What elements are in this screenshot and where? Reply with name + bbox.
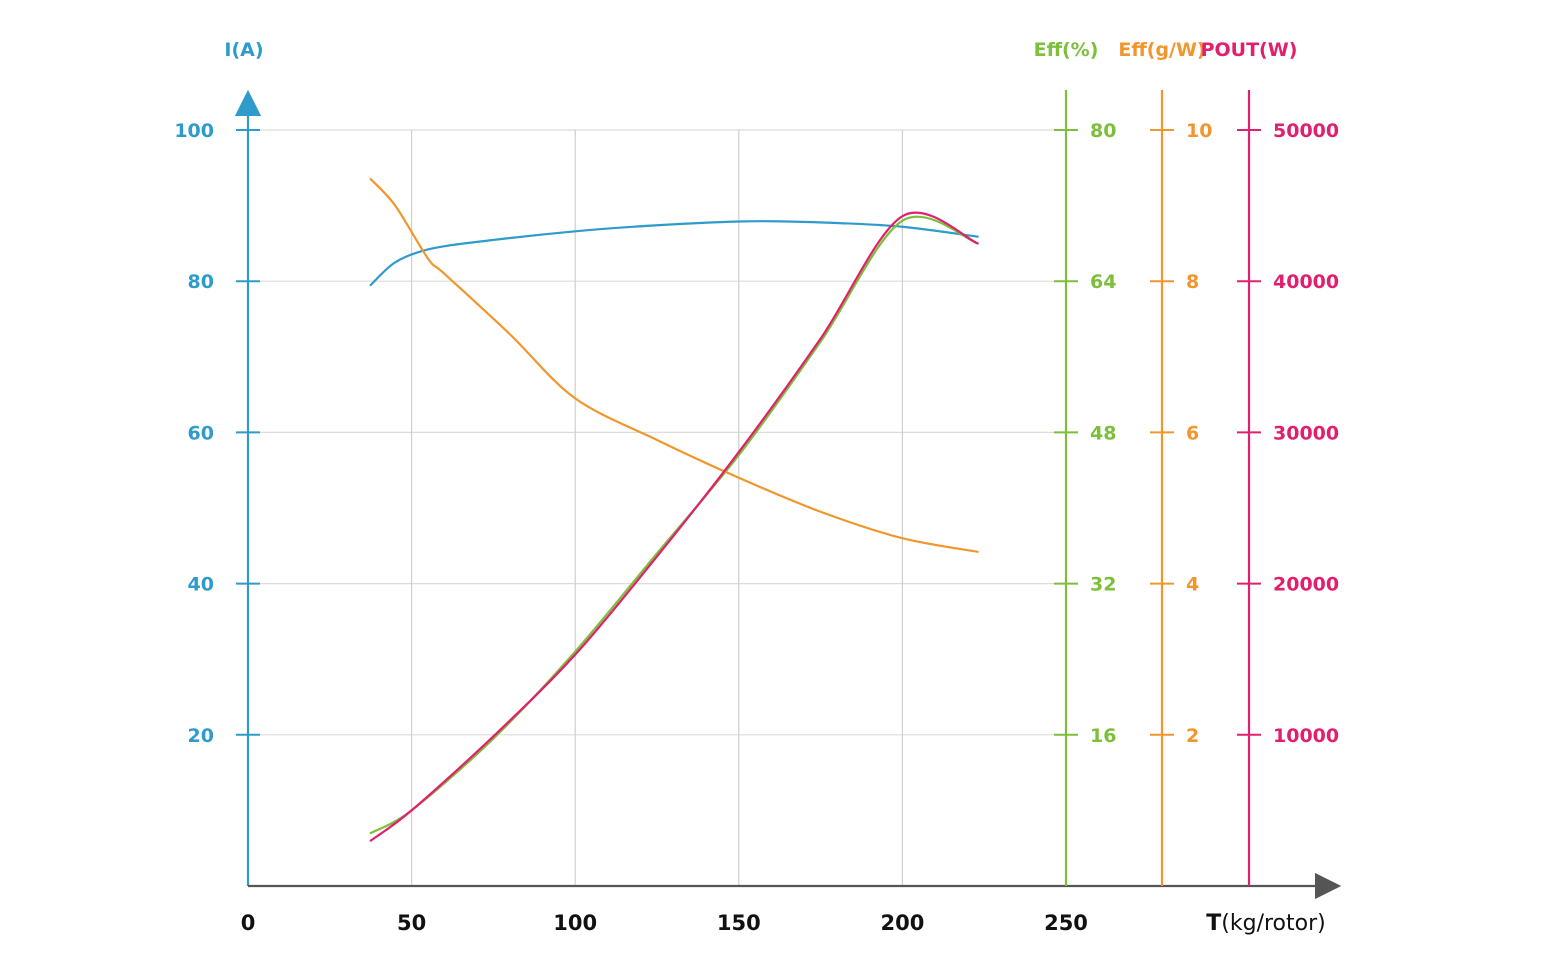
y-tick-label-eff-pct: 80 — [1090, 120, 1116, 142]
x-tick-label: 50 — [397, 911, 426, 935]
y-tick-label-eff-pct: 16 — [1090, 725, 1116, 747]
series-line-pout — [369, 211, 979, 842]
x-axis-title: T(kg/rotor) — [1206, 911, 1325, 936]
y-tick-label-pout: 30000 — [1273, 422, 1339, 444]
labels-layer: 20 40 60 80 100 I(A) 16 32 48 64 80 Eff(%) 2 4 6 8 10 Eff… — [174, 39, 1339, 936]
series-line-eff-pct — [369, 215, 979, 835]
y-tick-label-eff-gw: 6 — [1186, 422, 1199, 444]
y-axis-title-eff-pct: Eff(%) — [1034, 39, 1099, 61]
y-tick-label-current: 100 — [174, 120, 214, 142]
y-tick-label-eff-pct: 64 — [1090, 271, 1116, 293]
x-axis-title-unit: (kg/rotor) — [1221, 911, 1325, 936]
x-axis-title-bold: T — [1206, 911, 1221, 936]
y-tick-label-pout: 10000 — [1273, 725, 1339, 747]
y-axis-title-current: I(A) — [224, 39, 263, 61]
y-tick-label-current: 20 — [188, 725, 214, 747]
y-tick-label-current: 80 — [188, 271, 214, 293]
axes-layer — [234, 89, 1342, 900]
series-layer — [369, 178, 979, 842]
y-tick-label-pout: 40000 — [1273, 271, 1339, 293]
x-tick-label: 200 — [880, 911, 924, 935]
y-tick-label-eff-gw: 8 — [1186, 271, 1199, 293]
x-tick-label: 0 — [241, 911, 256, 935]
series-line-eff-gw — [369, 178, 979, 553]
y-tick-label-eff-pct: 48 — [1090, 422, 1116, 444]
y-tick-label-pout: 50000 — [1273, 120, 1339, 142]
y-tick-label-eff-gw: 4 — [1186, 574, 1199, 596]
y-axis-title-eff-gw: Eff(g/W) — [1118, 39, 1205, 61]
y-tick-label-current: 40 — [188, 574, 214, 596]
y-tick-label-eff-gw: 2 — [1186, 725, 1199, 747]
x-tick-label: 100 — [553, 911, 597, 935]
y-tick-label-eff-gw: 10 — [1186, 120, 1212, 142]
grid-layer — [248, 129, 1066, 886]
y-axis-title-pout: POUT(W) — [1201, 39, 1298, 61]
x-tick-label: 150 — [717, 911, 761, 935]
x-tick-label: 250 — [1044, 911, 1088, 935]
y-tick-label-pout: 20000 — [1273, 574, 1339, 596]
y-tick-label-eff-pct: 32 — [1090, 574, 1116, 596]
y-tick-label-current: 60 — [188, 422, 214, 444]
